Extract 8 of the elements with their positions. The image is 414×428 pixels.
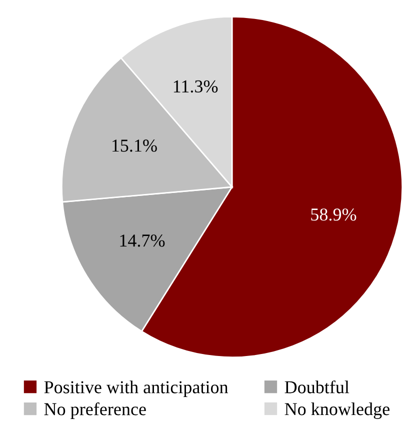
data-label: 11.3% <box>174 80 218 93</box>
legend-label: No knowledge <box>284 402 390 419</box>
data-label: 15.1% <box>112 140 157 152</box>
legend-label: Positive with anticipation <box>44 380 228 397</box>
legend-label: No preference <box>44 402 146 419</box>
data-label: 14.7% <box>120 234 165 247</box>
data-label: 58.9% <box>311 208 356 221</box>
legend-label: Doubtful <box>284 380 350 394</box>
